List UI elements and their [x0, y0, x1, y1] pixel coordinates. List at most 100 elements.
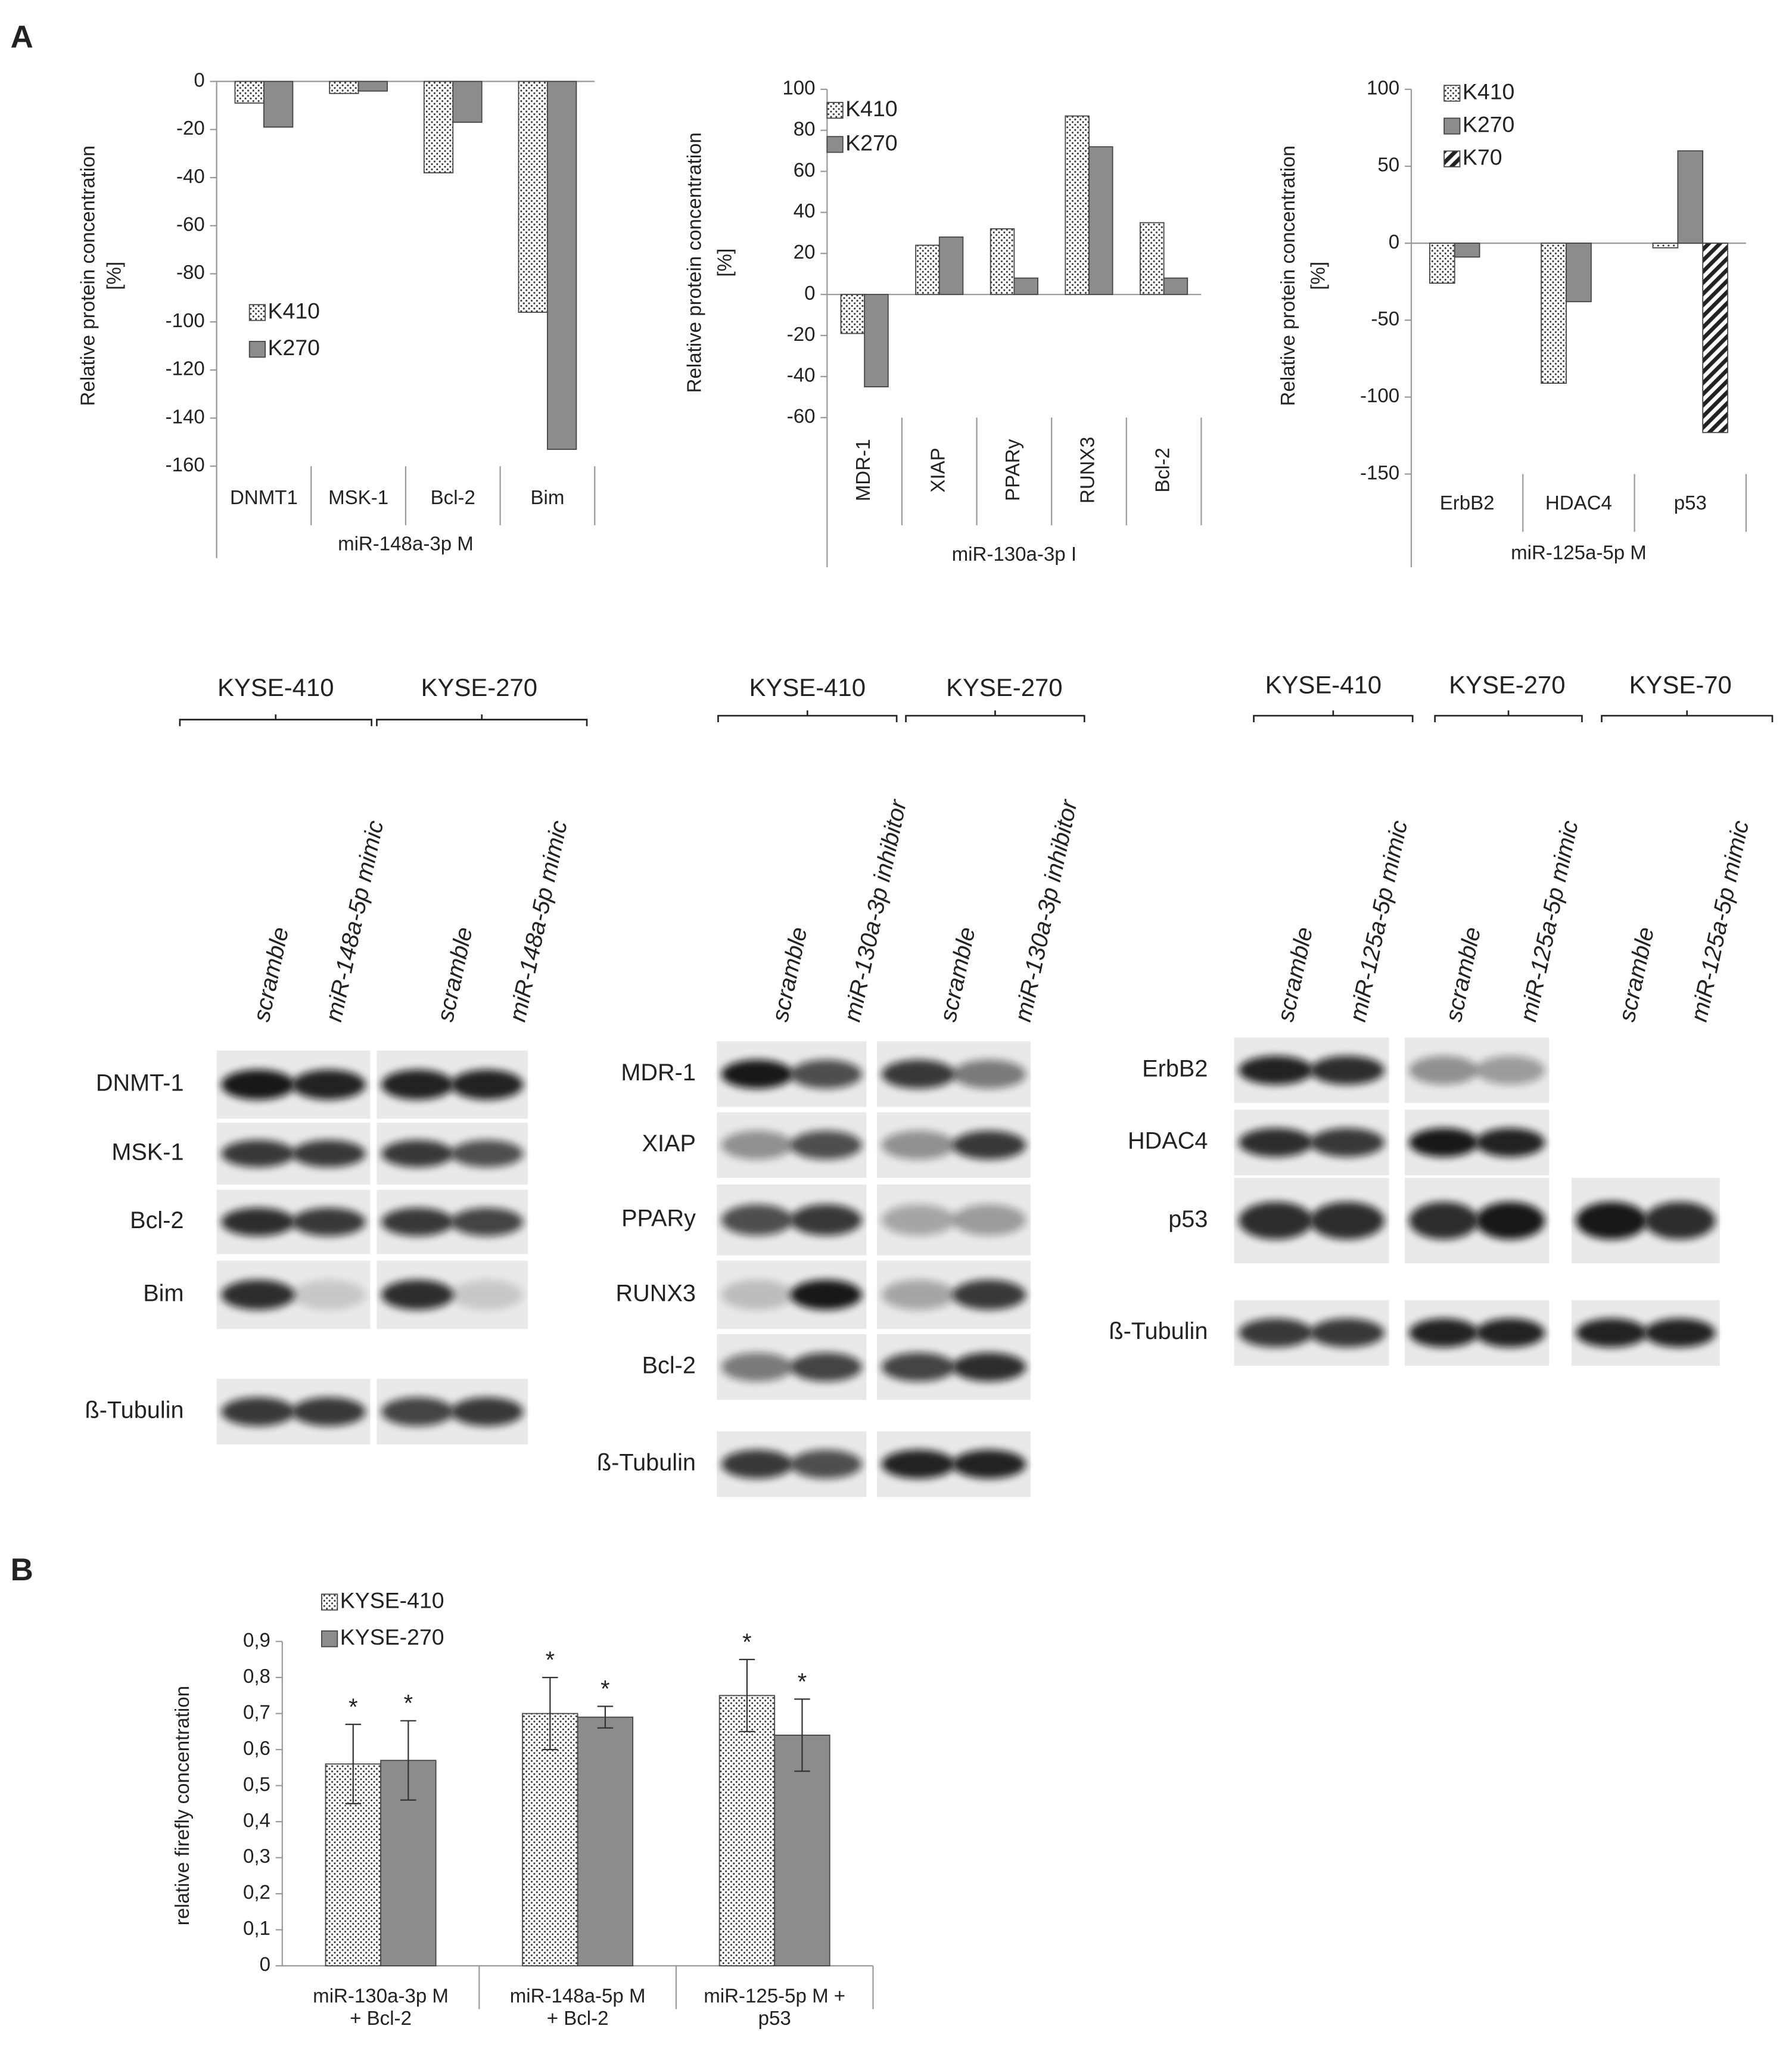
- blot-band: [221, 1397, 295, 1427]
- bracket: [376, 714, 588, 726]
- group-label: miR-148a-3p M: [338, 533, 474, 555]
- bar: [522, 1713, 578, 1966]
- error-bar: [739, 1658, 755, 1732]
- legend-swatch: [826, 102, 844, 119]
- bar: [1163, 277, 1189, 296]
- blot-band: [881, 1204, 956, 1236]
- y-tick-label: -20: [787, 324, 816, 346]
- blot-band: [450, 1279, 524, 1310]
- legend-label: K70: [1463, 145, 1502, 170]
- y-axis-unit: [%]: [104, 262, 126, 290]
- y-tick-label: -80: [176, 262, 205, 284]
- bar: [1541, 243, 1567, 384]
- bar: [1677, 150, 1704, 244]
- y-tick-label: -100: [166, 310, 205, 332]
- blot-band: [952, 1279, 1026, 1310]
- legend-label: K270: [845, 130, 897, 155]
- blot-band: [1475, 1201, 1545, 1239]
- bar: [1013, 277, 1038, 296]
- y-tick-label: 0,6: [243, 1738, 270, 1760]
- bar: [577, 1716, 634, 1966]
- bar: [1088, 146, 1113, 296]
- bar: [990, 228, 1015, 296]
- y-axis-label: relative firefly concentration: [172, 1686, 194, 1925]
- lane-label: miR-125a-5p mimic: [1515, 818, 1583, 1024]
- lane-label: miR-125a-5p mimic: [1686, 818, 1754, 1024]
- y-tick-label: -140: [166, 406, 205, 428]
- legend-swatch: [248, 341, 266, 358]
- blot-band: [721, 1449, 794, 1479]
- bracket: [717, 710, 898, 723]
- blot-band: [1409, 1055, 1479, 1085]
- y-tick-label: 80: [794, 118, 816, 140]
- cell-line-label: KYSE-270: [946, 673, 1062, 701]
- legend-label: K410: [1463, 79, 1514, 104]
- blot-band: [721, 1352, 794, 1382]
- cell-line-label: KYSE-410: [217, 673, 334, 701]
- blot-band: [1644, 1201, 1716, 1239]
- significance-mark: *: [742, 1629, 751, 1655]
- x-tick-label: XIAP: [927, 448, 949, 492]
- y-tick-label: 0: [1389, 231, 1399, 253]
- lane-label: scramble: [767, 925, 812, 1024]
- legend-label: K270: [1463, 111, 1514, 136]
- x-tick-label: DNMT1: [230, 487, 298, 509]
- y-tick-label: 0,7: [243, 1701, 270, 1723]
- legend-label: K410: [845, 96, 897, 121]
- blot-band: [881, 1449, 956, 1479]
- legend-swatch: [1443, 117, 1461, 135]
- blot-band: [221, 1140, 295, 1167]
- bar: [518, 80, 548, 313]
- x-tick-label: Bcl-2: [1152, 448, 1174, 492]
- bar: [718, 1695, 776, 1966]
- legend-swatch: [321, 1630, 338, 1648]
- legend-label: KYSE-270: [340, 1624, 444, 1649]
- lane-label: scramble: [248, 925, 294, 1024]
- y-axis-unit: [%]: [1307, 262, 1329, 290]
- y-axis-unit: [%]: [714, 248, 736, 277]
- blot-band: [1409, 1201, 1479, 1239]
- blot-band: [1409, 1127, 1479, 1157]
- error-bar: [542, 1676, 558, 1751]
- row-label: p53: [1168, 1206, 1208, 1232]
- blot-band: [952, 1449, 1026, 1479]
- bar: [1454, 243, 1480, 258]
- row-label: ß-Tubulin: [597, 1450, 696, 1476]
- y-tick-label: 0,3: [243, 1845, 270, 1868]
- y-tick-label: -160: [166, 454, 205, 476]
- blot-band: [881, 1059, 956, 1089]
- blot-band: [721, 1059, 794, 1089]
- blot-band: [291, 1207, 366, 1236]
- blot-band: [790, 1352, 862, 1382]
- blot-band: [1576, 1201, 1647, 1239]
- cell-line-label: KYSE-410: [1265, 671, 1382, 699]
- y-tick-label: 0: [804, 282, 815, 305]
- bracket: [1601, 710, 1774, 723]
- x-tick-label: Bcl-2: [431, 487, 475, 509]
- row-label: Bcl-2: [130, 1207, 183, 1233]
- blot-band: [881, 1352, 956, 1382]
- row-label: RUNX3: [616, 1280, 696, 1306]
- x-tick-label: miR-125-5p M + p53: [704, 1985, 846, 2030]
- legend-swatch: [826, 136, 844, 153]
- blot-band: [381, 1279, 454, 1310]
- y-tick-label: -60: [176, 213, 205, 235]
- blot-band: [381, 1207, 454, 1236]
- blot-band: [1309, 1318, 1385, 1347]
- legend-swatch: [248, 304, 266, 321]
- row-label: PPARy: [621, 1205, 696, 1232]
- bar: [263, 80, 294, 128]
- cell-line-label: KYSE-270: [421, 673, 537, 701]
- blot-band: [1309, 1127, 1385, 1157]
- row-label: MDR-1: [621, 1059, 696, 1086]
- y-tick-label: 0,8: [243, 1666, 270, 1688]
- bar: [840, 294, 866, 334]
- y-tick-label: -60: [787, 406, 816, 428]
- y-tick-label: 0,4: [243, 1810, 270, 1832]
- row-label: MSK-1: [111, 1139, 183, 1165]
- bar: [1566, 243, 1592, 303]
- blot-band: [1475, 1127, 1545, 1157]
- bar: [864, 294, 889, 388]
- blot-band: [721, 1130, 794, 1160]
- cell-line-label: KYSE-270: [1449, 671, 1565, 699]
